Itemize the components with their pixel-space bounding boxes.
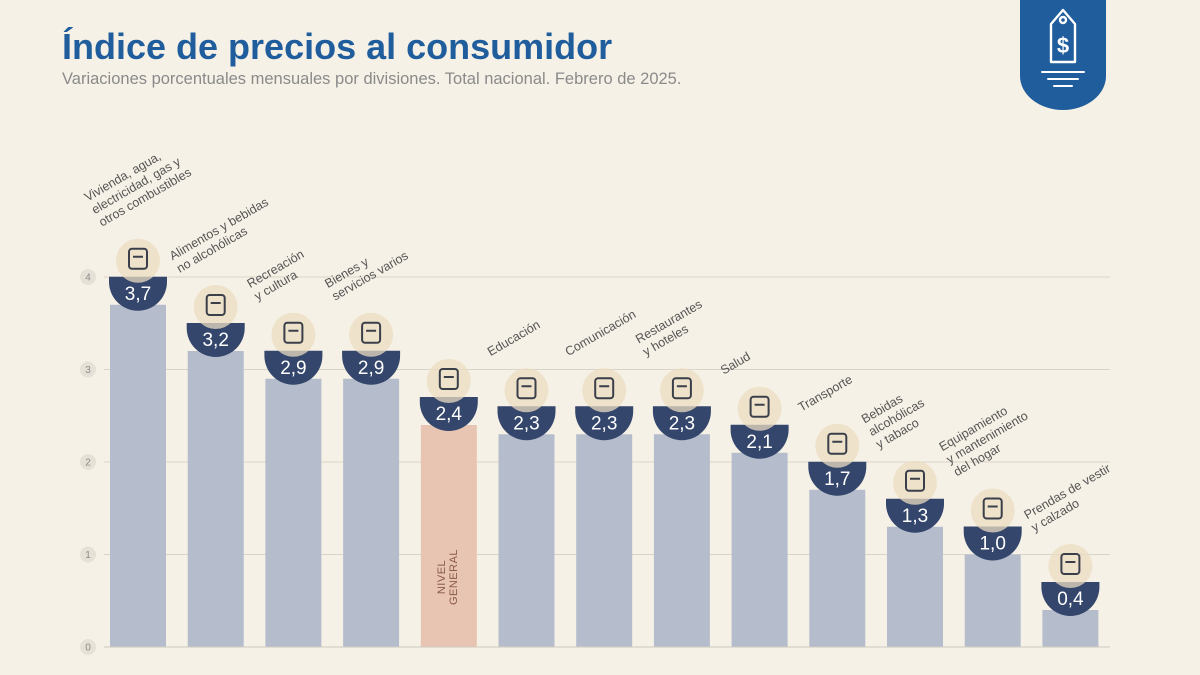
y-tick-label: 1 [85, 550, 91, 561]
value-label: 1,3 [902, 506, 928, 527]
y-tick-label: 2 [85, 458, 91, 469]
shopping-basket-icon-glyph [438, 368, 459, 390]
inbar-label: NIVEL GENERAL [436, 549, 460, 605]
value-badge [342, 350, 401, 385]
value-badge [575, 406, 634, 441]
value-badge [186, 323, 245, 357]
value-label: 2,9 [280, 358, 306, 379]
y-tick-marker [80, 269, 96, 285]
value-label: 2,4 [436, 404, 463, 425]
restaurant-icon-glyph [671, 377, 692, 400]
y-tick-marker [80, 639, 96, 655]
transport-icon-glyph [827, 432, 848, 455]
recreation-icon [271, 312, 316, 357]
category-label: Transporte [796, 372, 855, 414]
bar [731, 452, 788, 647]
bar [576, 434, 633, 647]
value-label: 2,3 [591, 413, 617, 434]
bar [110, 304, 166, 647]
beverages-icon [893, 460, 937, 505]
notebook-icon [504, 368, 549, 413]
food-icon [193, 285, 238, 329]
value-badge [109, 276, 167, 311]
beverages-icon-glyph [905, 469, 925, 492]
inbar-label-line: GENERAL [448, 549, 460, 605]
value-label: 1,7 [824, 469, 850, 490]
bar [964, 554, 1021, 647]
page-subtitle: Variaciones porcentuales mensuales por d… [62, 70, 682, 88]
value-label: 2,9 [358, 358, 384, 379]
value-badge [1041, 582, 1100, 616]
bar [498, 434, 555, 647]
bar [187, 351, 244, 647]
food-icon-glyph [205, 294, 226, 316]
grooming-icon-glyph [361, 321, 382, 344]
value-badge [730, 424, 789, 459]
category-label: Salud [718, 349, 753, 377]
notebook-icon-glyph [516, 377, 537, 400]
value-badge [419, 397, 478, 431]
value-label: 3,2 [202, 330, 228, 351]
value-badge [497, 406, 556, 441]
y-tick-label: 0 [85, 643, 91, 654]
smartphone-icon-glyph [594, 377, 615, 400]
clothing-icon [1048, 544, 1093, 588]
category-label-line: Transporte [796, 372, 855, 414]
y-tick-marker [80, 454, 96, 470]
bar [887, 526, 943, 647]
category-label-line: Comunicación [563, 307, 639, 359]
bar [653, 434, 710, 647]
transport-icon [815, 423, 860, 468]
restaurant-icon [659, 368, 704, 413]
value-badge [808, 461, 867, 496]
category-label-line: Salud [718, 349, 753, 377]
health-cross-icon [737, 386, 782, 431]
value-label: 2,3 [669, 413, 695, 434]
clothing-icon-glyph [1060, 553, 1081, 575]
value-label: 2,1 [746, 432, 772, 453]
recreation-icon-glyph [283, 321, 304, 344]
health-cross-icon-glyph [749, 395, 770, 418]
shopping-basket-icon [426, 359, 471, 403]
y-tick-label: 4 [85, 273, 91, 284]
utilities-icon [116, 238, 160, 283]
value-badge [652, 406, 711, 441]
value-label: 2,3 [513, 413, 539, 434]
y-tick-marker [80, 546, 96, 563]
bar [809, 489, 866, 647]
y-tick-label: 3 [85, 365, 91, 376]
category-label: Vivienda, agua,electricidad, gas yotros … [82, 149, 194, 229]
bar [1042, 610, 1099, 647]
value-badge [886, 498, 944, 533]
category-label: Comunicación [563, 307, 639, 359]
grooming-icon [349, 312, 394, 357]
value-badge [264, 350, 323, 385]
bar [265, 378, 322, 647]
y-tick-marker [80, 361, 96, 378]
smartphone-icon [582, 368, 627, 413]
page-title: Índice de precios al consumidor [62, 26, 613, 67]
category-label-line: Educación [485, 318, 543, 359]
air-conditioner-icon-glyph [982, 497, 1003, 520]
inbar-label-line: NIVEL [436, 560, 448, 594]
category-label: Educación [485, 318, 543, 359]
price-tag-dollar-icon: $ [1020, 0, 1106, 110]
value-label: 1,0 [979, 534, 1005, 555]
bar [420, 425, 477, 647]
value-badge [963, 526, 1022, 561]
utilities-icon-glyph [128, 247, 148, 270]
bar [343, 378, 400, 647]
air-conditioner-icon [970, 488, 1015, 533]
value-label: 3,7 [125, 284, 151, 305]
value-label: 0,4 [1057, 589, 1084, 610]
svg-text:$: $ [1057, 33, 1069, 58]
